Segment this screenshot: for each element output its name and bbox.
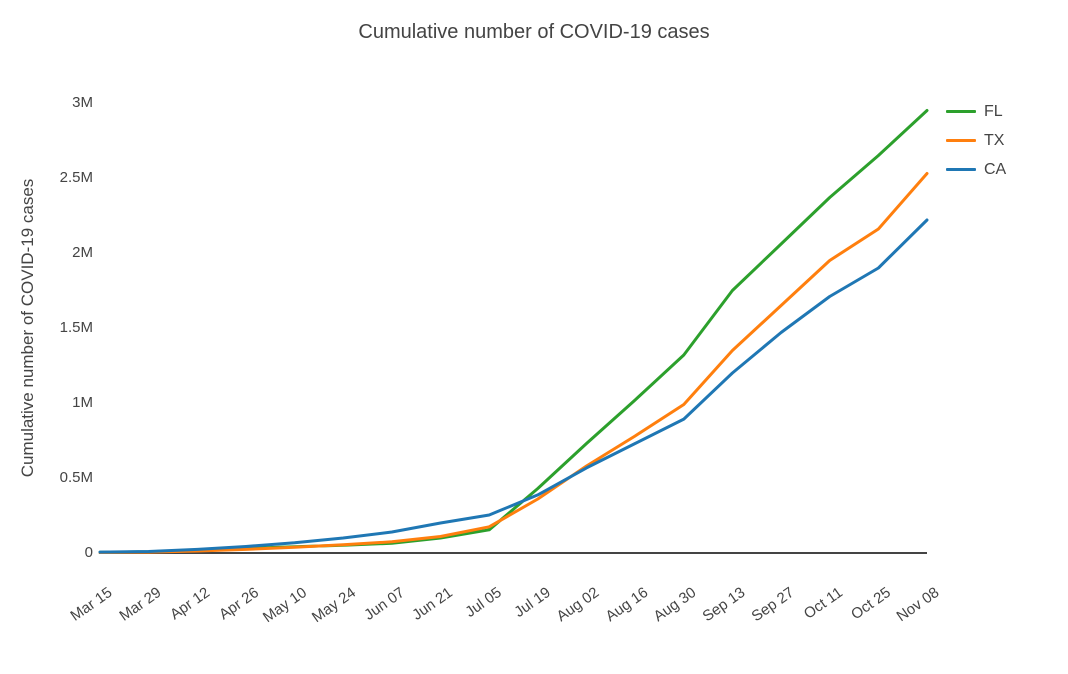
chart-title: Cumulative number of COVID-19 cases	[358, 21, 710, 43]
legend-label: TX	[984, 131, 1005, 149]
y-tick-label: 0	[84, 544, 93, 561]
legend-line-icon	[946, 168, 976, 171]
legend-item-fl[interactable]: FL	[946, 97, 1006, 126]
y-tick-label: 1.5M	[59, 319, 93, 336]
y-tick-label: 0.5M	[59, 469, 93, 486]
legend-label: FL	[984, 102, 1003, 120]
series-line-fl	[98, 109, 929, 554]
legend-item-ca[interactable]: CA	[946, 155, 1006, 184]
y-tick-label: 3M	[72, 94, 93, 111]
legend: FL TX CA	[946, 97, 1006, 184]
y-tick-label: 2.5M	[59, 169, 93, 186]
series-line-ca	[98, 218, 929, 554]
y-tick-label: 1M	[72, 394, 93, 411]
y-tick-label: 2M	[72, 244, 93, 261]
legend-line-icon	[946, 139, 976, 142]
legend-item-tx[interactable]: TX	[946, 126, 1006, 155]
legend-line-icon	[946, 110, 976, 113]
series-line-tx	[98, 172, 929, 554]
legend-label: CA	[984, 160, 1007, 178]
